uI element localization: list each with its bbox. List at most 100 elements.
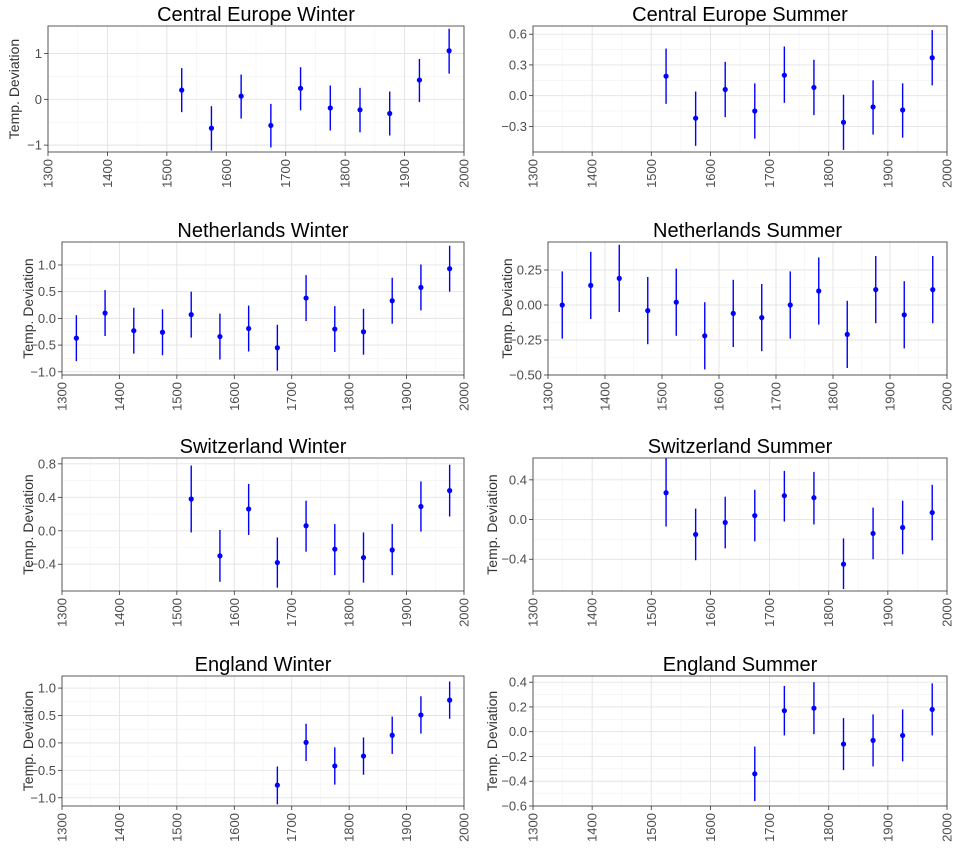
data-point <box>217 333 223 340</box>
chart-title: Netherlands Winter <box>177 220 349 242</box>
data-point <box>929 706 935 713</box>
x-tick-label: 1600 <box>703 598 718 627</box>
x-tick-label: 1900 <box>397 159 412 188</box>
data-point <box>759 315 765 321</box>
data-point <box>418 712 424 718</box>
x-tick-label: 1400 <box>112 598 127 627</box>
x-tick-label: 1600 <box>227 813 242 842</box>
data-point <box>447 697 453 703</box>
data-point <box>418 284 424 291</box>
panel-4: −0.50 −0.25 0.00 0.25 1300 1400 1500 1600 1700 18… <box>499 220 955 411</box>
chart-title: Netherlands Summer <box>653 220 842 242</box>
data-point <box>73 335 79 341</box>
x-tick-label: 1600 <box>219 159 234 188</box>
data-point <box>102 310 108 316</box>
data-point <box>781 493 787 499</box>
y-tick-label: 0.0 <box>38 735 56 750</box>
data-point <box>752 771 758 777</box>
y-tick-label: −0.4 <box>501 774 527 789</box>
x-tick-label: 1400 <box>112 813 127 842</box>
x-tick-label: 1800 <box>821 159 836 188</box>
panel-2: −0.3 0.0 0.3 0.6 1300 1400 1500 1600 1700 1800 190… <box>501 4 954 188</box>
x-tick-label: 1300 <box>41 159 56 188</box>
data-point <box>389 547 395 553</box>
x-tick-label: 1900 <box>399 598 414 627</box>
panel-border <box>532 25 948 153</box>
panel-border <box>61 241 465 376</box>
y-tick-label: −0.5 <box>30 763 56 778</box>
data-point <box>929 509 935 516</box>
panel-border <box>47 25 465 153</box>
y-axis-label: Temp. Deviation <box>20 691 36 791</box>
data-point <box>274 345 280 351</box>
data-point <box>873 287 879 293</box>
data-point <box>238 93 244 99</box>
x-tick-label: 1800 <box>342 382 357 411</box>
x-tick-label: 1800 <box>342 813 357 842</box>
data-point <box>389 298 395 304</box>
x-tick-label: 1400 <box>598 382 613 411</box>
x-tick-label: 2000 <box>940 382 955 411</box>
x-tick-label: 1300 <box>526 159 541 188</box>
y-tick-label: 0.8 <box>38 456 56 471</box>
panel-border <box>532 675 948 807</box>
data-point <box>900 107 906 113</box>
data-point <box>781 72 787 78</box>
data-point <box>722 86 728 93</box>
x-tick-label: 1700 <box>278 159 293 188</box>
data-point <box>811 495 817 501</box>
data-point <box>588 282 594 288</box>
x-tick-label: 2000 <box>940 598 955 627</box>
y-tick-label: −1.0 <box>30 364 56 379</box>
y-tick-label: −1.0 <box>30 790 56 805</box>
y-tick-label: −1 <box>27 138 42 153</box>
data-point <box>327 105 333 111</box>
x-tick-label: 1900 <box>880 813 895 842</box>
x-tick-label: 1800 <box>821 598 836 627</box>
x-tick-label: 1600 <box>703 159 718 188</box>
data-point <box>357 107 363 113</box>
data-point <box>752 108 758 114</box>
data-point <box>870 530 876 537</box>
x-tick-label: 1400 <box>585 598 600 627</box>
data-point <box>663 490 669 496</box>
x-tick-label: 1400 <box>585 159 600 188</box>
x-tick-label: 2000 <box>457 598 472 627</box>
x-tick-label: 1700 <box>762 598 777 627</box>
y-tick-label: −0.3 <box>501 119 527 134</box>
y-tick-label: −0.5 <box>30 338 56 353</box>
data-point <box>274 559 280 566</box>
data-point <box>131 328 137 334</box>
data-point <box>447 488 453 494</box>
panel-border <box>547 241 948 376</box>
y-tick-label: 0.0 <box>38 523 56 538</box>
x-tick-label: 1900 <box>883 382 898 411</box>
x-tick-label: 1400 <box>100 159 115 188</box>
panel-7: −1.0 −0.5 0.0 0.5 1.0 1300 1400 1500 1600 1700 180… <box>20 654 472 842</box>
y-tick-label: 1.0 <box>38 257 56 272</box>
x-tick-label: 1400 <box>112 382 127 411</box>
x-tick-label: 1900 <box>880 159 895 188</box>
data-point <box>752 512 758 519</box>
x-tick-label: 1500 <box>644 159 659 188</box>
data-point <box>930 287 936 293</box>
data-point <box>929 55 935 61</box>
data-point <box>389 732 395 738</box>
data-point <box>781 708 787 714</box>
panel-3: −1.0 −0.5 0.0 0.5 1.0 1300 1400 1500 1600 1700 180… <box>20 220 472 411</box>
x-tick-label: 1500 <box>169 382 184 411</box>
panel-8: −0.6 −0.4 −0.2 0.0 0.2 0.4 1300 1400 1500 1600 170… <box>484 654 955 842</box>
x-tick-label: 2000 <box>457 813 472 842</box>
x-tick-label: 1500 <box>159 159 174 188</box>
data-point <box>297 85 304 91</box>
y-tick-label: 1 <box>35 46 42 61</box>
data-point <box>360 329 367 335</box>
data-point <box>360 554 367 561</box>
panel-5: −0.4 0.0 0.4 0.8 1300 1400 1500 1600 1700 1800 190… <box>20 436 472 627</box>
data-point <box>844 331 850 337</box>
data-point <box>816 288 822 294</box>
x-tick-label: 1800 <box>826 382 841 411</box>
data-point <box>246 506 252 512</box>
y-axis-label: Temp. Deviation <box>484 474 500 574</box>
panel-1: −1 0 1 1300 1400 1500 1600 1700 1800 1900 2000 Cent… <box>6 4 472 188</box>
